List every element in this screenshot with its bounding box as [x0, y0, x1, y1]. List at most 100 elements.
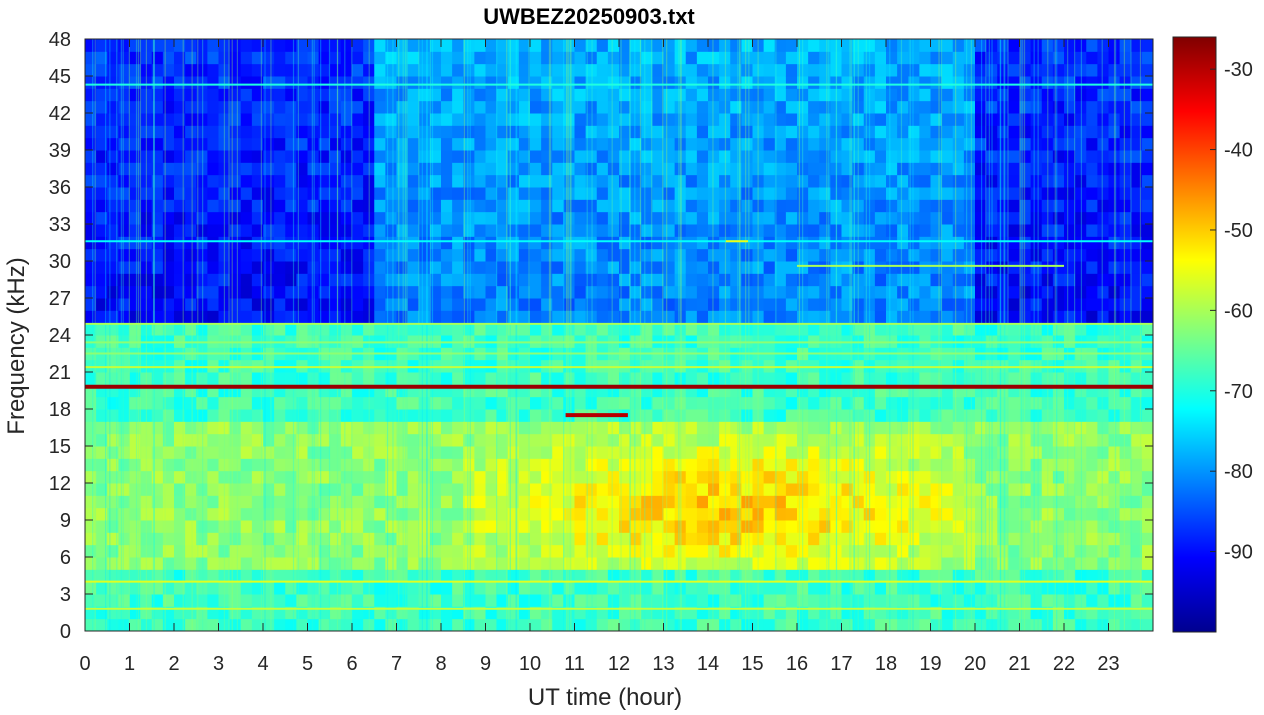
- spectrogram-cell: [1041, 88, 1054, 102]
- spectrogram-cell: [886, 310, 898, 324]
- spectrogram-cell: [1030, 322, 1043, 336]
- spectrogram-cell: [563, 470, 576, 484]
- spectrogram-cell: [518, 507, 531, 521]
- spectrogram-streak: [202, 39, 204, 631]
- spectrogram-cell: [619, 384, 631, 398]
- spectrogram-cell: [1030, 384, 1043, 398]
- spectrogram-cell: [852, 285, 865, 299]
- spectrogram-cell: [429, 51, 442, 65]
- spectrogram-cell: [541, 458, 553, 472]
- spectrogram-cell: [441, 458, 453, 472]
- spectrogram-cell: [685, 298, 698, 311]
- spectrogram-cell: [441, 187, 453, 200]
- spectrogram-cell: [1052, 495, 1065, 509]
- spectrogram-cell: [118, 76, 131, 89]
- spectrogram-cell: [530, 532, 542, 546]
- spectrogram-cell: [674, 470, 687, 484]
- spectrogram-cell: [518, 39, 531, 52]
- spectrogram-cell: [396, 594, 409, 607]
- spectrogram-cell: [1108, 88, 1121, 102]
- spectrogram-cell: [340, 483, 353, 496]
- spectrogram-cell: [174, 100, 186, 114]
- spectrogram-cell: [808, 557, 820, 570]
- spectrogram-cell: [96, 458, 108, 472]
- spectrogram-cell: [229, 557, 242, 570]
- spectrogram-cell: [407, 310, 420, 324]
- spectrogram-cell: [374, 507, 386, 521]
- spectrogram-cell: [830, 433, 843, 447]
- spectrogram-cell: [563, 273, 576, 287]
- spectrogram-cell: [897, 199, 909, 213]
- spectrogram-cell: [263, 409, 275, 422]
- spectrogram-cell: [1064, 433, 1076, 447]
- spectrogram-cell: [140, 396, 153, 410]
- spectrogram-cell: [986, 51, 998, 65]
- spectrogram-cell: [619, 211, 631, 225]
- spectrogram-cell: [240, 199, 253, 213]
- spectrogram-cell: [874, 409, 887, 422]
- spectrogram-cell: [930, 162, 943, 176]
- spectrogram-cell: [908, 507, 920, 521]
- spectrogram-cell: [886, 261, 898, 274]
- spectrogram-cell: [207, 224, 220, 237]
- spectrogram-cell: [251, 384, 264, 398]
- y-axis-label: Frequency (kHz): [3, 257, 30, 434]
- spectrogram-cell: [485, 409, 498, 422]
- spectrogram-cell: [407, 125, 420, 139]
- spectrogram-cell: [96, 421, 108, 435]
- spectrogram-cell: [1130, 211, 1143, 225]
- spectrogram-cell: [129, 174, 142, 188]
- spectrogram-cell: [819, 544, 831, 558]
- spectrogram-cell: [808, 224, 820, 237]
- spectrogram-cell: [975, 187, 987, 200]
- spectrogram-cell: [986, 470, 998, 484]
- spectrogram-cell: [607, 618, 620, 632]
- spectrogram-cell: [129, 51, 142, 65]
- spectrogram-cell: [919, 581, 932, 595]
- spectrogram-cell: [274, 310, 286, 324]
- spectrogram-cell: [452, 113, 464, 126]
- spectrogram-cell: [1141, 557, 1154, 570]
- spectrogram-streak: [853, 39, 855, 631]
- spectrogram-cell: [552, 298, 564, 311]
- spectrogram-cell: [1030, 261, 1043, 274]
- spectrogram-cell: [1119, 39, 1132, 52]
- spectrogram-cell: [919, 618, 932, 632]
- spectrogram-cell: [229, 187, 242, 200]
- spectrogram-cell: [1141, 224, 1154, 237]
- spectrogram-cell: [975, 557, 987, 570]
- spectrogram-cell: [574, 51, 587, 65]
- spectrogram-cell: [151, 384, 164, 398]
- spectrogram-cell: [874, 470, 887, 484]
- spectrogram-cell: [429, 483, 442, 496]
- spectrogram-cell: [741, 384, 754, 398]
- spectrogram-cell: [352, 51, 364, 65]
- spectrogram-cell: [485, 384, 498, 398]
- spectrogram-cell: [407, 88, 420, 102]
- spectrogram-cell: [85, 532, 97, 546]
- spectrogram-cell: [207, 520, 220, 533]
- spectrogram-cell: [429, 125, 442, 139]
- spectrogram-cell: [1075, 125, 1087, 139]
- spectrogram-cell: [140, 162, 153, 176]
- spectrogram-cell: [941, 310, 954, 324]
- spectrogram-streak: [94, 39, 96, 631]
- spectrogram-cell: [941, 187, 954, 200]
- spectrogram-cell: [1097, 507, 1110, 521]
- spectrogram-cell: [719, 483, 731, 496]
- spectrogram-cell: [596, 458, 609, 472]
- spectrogram-streak: [988, 39, 990, 631]
- spectrogram-cell: [218, 458, 231, 472]
- spectrogram-cell: [1097, 113, 1110, 126]
- spectrogram-cell: [696, 520, 709, 533]
- spectrogram-cell: [452, 310, 464, 324]
- spectrogram-cell: [774, 236, 787, 250]
- spectrogram-cell: [1041, 150, 1054, 163]
- spectrogram-cell: [1119, 606, 1132, 620]
- spectrogram-cell: [1064, 187, 1076, 200]
- spectrogram-cell: [886, 248, 898, 262]
- spectrogram-cell: [418, 150, 431, 163]
- spectrogram-cell: [641, 495, 653, 509]
- spectrogram-cell: [218, 76, 231, 89]
- spectrogram-cell: [196, 495, 208, 509]
